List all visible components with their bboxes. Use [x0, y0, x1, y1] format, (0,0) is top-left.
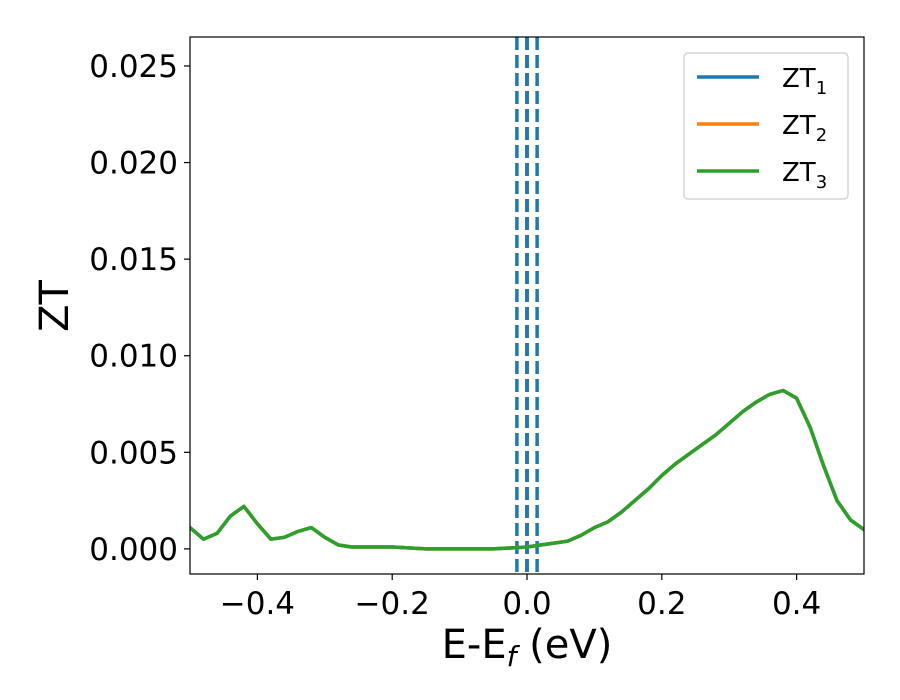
series-line-zt3 [190, 388, 864, 551]
y-axis-label: ZT [32, 280, 78, 332]
x-tick-label: 0.2 [637, 586, 686, 622]
y-tick-label: 0.010 [89, 339, 178, 375]
series-lines [190, 388, 864, 551]
legend-box [683, 52, 849, 200]
x-tick-label: −0.4 [220, 586, 295, 622]
y-tick-label: 0.020 [89, 146, 178, 182]
legend-label-zt1: ZT1 [782, 64, 827, 99]
y-tick-label: 0.025 [89, 49, 178, 85]
y-axis-ticks: 0.000 0.005 0.010 0.015 0.020 0.025 [89, 49, 190, 568]
x-tick-label: 0.0 [502, 586, 551, 622]
x-axis-label: E-Ef (eV) [442, 622, 613, 673]
y-tick-label: 0.000 [89, 532, 178, 568]
legend-label-zt2: ZT2 [782, 111, 827, 146]
x-axis-ticks: −0.4 −0.2 0.0 0.2 0.4 [220, 574, 821, 622]
y-tick-label: 0.015 [89, 242, 178, 278]
x-axis-label-suffix: (eV) [516, 622, 612, 668]
y-tick-label: 0.005 [89, 435, 178, 471]
legend: ZT1 ZT2 ZT3 [683, 52, 849, 200]
x-tick-label: −0.2 [355, 586, 430, 622]
legend-label-zt3: ZT3 [782, 158, 827, 193]
x-axis-label-main: E-E [442, 622, 507, 668]
x-tick-label: 0.4 [772, 586, 821, 622]
